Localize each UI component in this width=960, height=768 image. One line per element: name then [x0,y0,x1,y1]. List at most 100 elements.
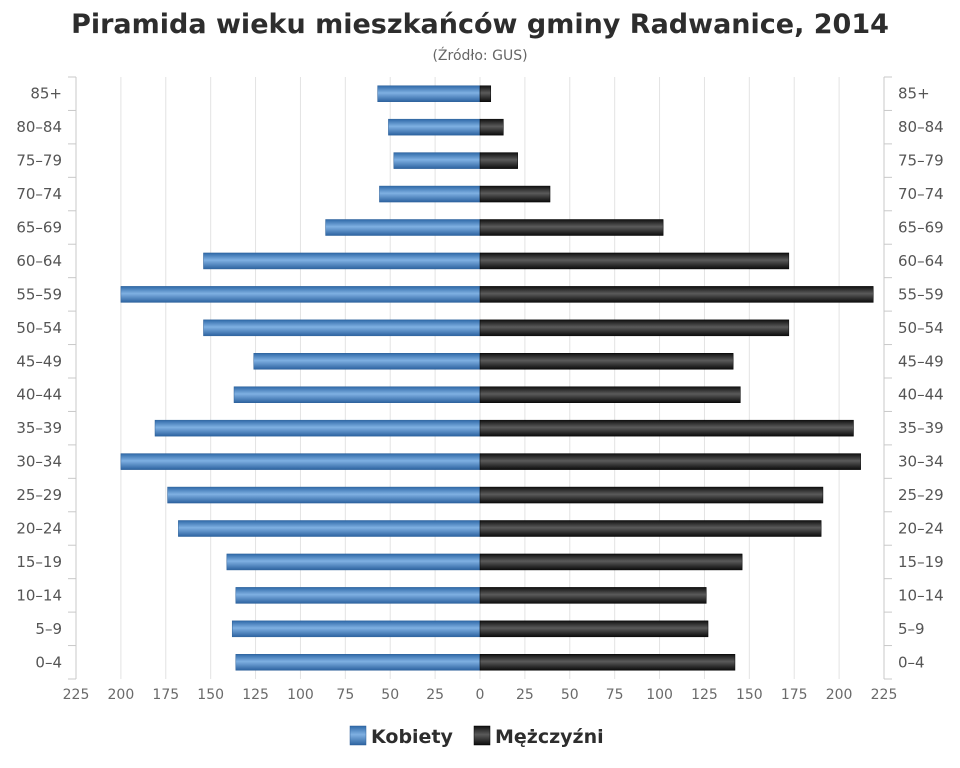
category-label-right: 75–79 [898,152,944,170]
category-label-left: 40–44 [16,386,62,404]
x-tick-label: 225 [63,687,90,703]
bar-kobiety-30–34 [120,453,481,470]
chart-title: Piramida wieku mieszkańców gminy Radwani… [71,9,889,40]
category-label-right: 10–14 [898,586,944,604]
bar-kobiety-25–29 [167,486,481,504]
bar-mezczyzni-65–69 [479,219,664,236]
x-tick-label: 150 [197,687,224,703]
category-label-left: 80–84 [16,118,62,136]
bar-mezczyzni-55–59 [479,286,874,303]
category-label-right: 15–19 [898,553,944,571]
bar-mezczyzni-15–19 [479,553,743,571]
x-tick-label: 75 [336,687,354,703]
x-tick-label: 100 [287,687,314,703]
bar-kobiety-55–59 [120,286,481,303]
bar-mezczyzni-85+ [479,85,492,102]
category-label-right: 60–64 [898,252,944,270]
category-label-left: 75–79 [16,152,62,170]
category-label-left: 0–4 [35,653,62,671]
category-label-left: 25–29 [16,486,62,504]
category-label-left: 35–39 [16,419,62,437]
category-label-left: 45–49 [16,352,62,370]
category-label-right: 0–4 [898,653,925,671]
bar-mezczyzni-80–84 [479,118,504,136]
x-tick-label: 200 [826,687,853,703]
bar-kobiety-65–69 [325,219,481,236]
category-label-right: 5–9 [898,620,925,638]
bar-mezczyzni-30–34 [479,453,861,470]
bar-kobiety-75–79 [393,152,481,169]
grid-lines [68,76,892,680]
category-label-right: 65–69 [898,219,944,237]
bar-kobiety-70–74 [379,185,481,203]
category-label-right: 45–49 [898,352,944,370]
category-label-right: 50–54 [898,319,944,337]
category-label-left: 65–69 [16,219,62,237]
bar-kobiety-0–4 [235,654,481,671]
category-label-right: 70–74 [898,185,944,203]
bar-mezczyzni-5–9 [479,620,709,638]
x-tick-label: 175 [781,687,808,703]
bars [120,85,874,671]
bar-kobiety-45–49 [253,353,481,370]
x-tick-label: 225 [871,687,898,703]
x-tick-label: 125 [242,687,269,703]
bar-mezczyzni-45–49 [479,353,734,370]
category-label-right: 85+ [898,85,930,103]
bar-mezczyzni-10–14 [479,587,707,604]
x-tick-label: 175 [152,687,179,703]
x-tick-label: 50 [561,687,579,703]
category-label-right: 35–39 [898,419,944,437]
x-tick-label: 25 [426,687,444,703]
category-label-right: 55–59 [898,285,944,303]
legend-label-kobiety[interactable]: Kobiety [371,726,454,748]
category-label-right: 40–44 [898,386,944,404]
x-tick-label: 200 [108,687,135,703]
bar-kobiety-40–44 [233,386,481,403]
bar-mezczyzni-75–79 [479,152,518,169]
category-labels: 0–4 0–4 5–9 5–9 10–14 10–14 15–19 15–19 20–24 20–… [16,85,943,672]
bar-kobiety-85+ [377,85,481,102]
bar-kobiety-5–9 [231,620,481,638]
bar-kobiety-15–19 [226,553,481,571]
legend-swatch-kobiety[interactable] [349,725,367,746]
bar-mezczyzni-70–74 [479,185,551,203]
bar-mezczyzni-50–54 [479,319,790,337]
category-label-left: 15–19 [16,553,62,571]
category-label-left: 85+ [30,85,62,103]
category-label-left: 70–74 [16,185,62,203]
legend: Kobiety Mężczyźni [349,725,604,748]
category-label-left: 20–24 [16,520,62,538]
category-label-left: 55–59 [16,285,62,303]
bar-mezczyzni-40–44 [479,386,741,403]
category-label-right: 30–34 [898,453,944,471]
chart-subtitle: (Źródło: GUS) [432,46,527,64]
category-label-right: 20–24 [898,520,944,538]
x-tick-label: 25 [516,687,534,703]
category-label-right: 25–29 [898,486,944,504]
category-label-right: 80–84 [898,118,944,136]
category-label-left: 50–54 [16,319,62,337]
category-label-left: 5–9 [35,620,62,638]
category-label-left: 10–14 [16,586,62,604]
bar-mezczyzni-20–24 [479,520,822,537]
bar-kobiety-20–24 [178,520,481,537]
x-tick-label: 0 [476,687,485,703]
legend-swatch-mezczyzni[interactable] [473,725,491,746]
bar-mezczyzni-25–29 [479,486,824,504]
x-tick-label: 100 [646,687,673,703]
bar-kobiety-10–14 [235,587,481,604]
category-label-left: 60–64 [16,252,62,270]
bar-kobiety-60–64 [203,252,481,270]
legend-label-mezczyzni[interactable]: Mężczyźni [495,726,604,748]
x-tick-label: 125 [691,687,718,703]
bar-mezczyzni-35–39 [479,419,854,437]
x-tick-label: 75 [606,687,624,703]
category-label-left: 30–34 [16,453,62,471]
x-axis-ticks: 225 200 175 150 125 100 75 50 25 0 25 50 75 100 125 150… [63,687,898,703]
bar-kobiety-35–39 [154,419,481,437]
bar-kobiety-80–84 [388,118,481,136]
bar-mezczyzni-0–4 [479,654,736,671]
bar-kobiety-50–54 [203,319,481,337]
